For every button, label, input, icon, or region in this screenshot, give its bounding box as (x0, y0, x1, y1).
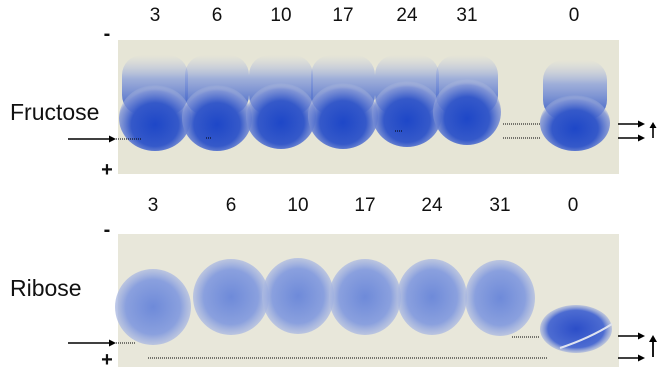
lane-band (262, 258, 334, 334)
up-arrow-head (649, 122, 657, 128)
lane-label: 31 (456, 5, 478, 26)
ribose-panel: 3 6 10 17 24 31 0 - Ribose + (0, 190, 669, 375)
lane-label: 6 (211, 5, 223, 26)
lane-band (182, 55, 252, 151)
band-crack (559, 323, 613, 349)
cathode-sign: - (103, 23, 111, 45)
left-arrow-head (109, 135, 116, 143)
lane-label: 6 (225, 195, 237, 216)
right-arrow-head (638, 134, 645, 142)
lane-label: 3 (149, 5, 161, 26)
lane-label: 24 (421, 195, 443, 216)
lane-band (540, 305, 612, 353)
left-arrow-head (109, 339, 116, 347)
right-arrow-head (638, 120, 645, 128)
right-arrow-head (638, 332, 645, 340)
lane-band (397, 259, 467, 335)
lane-band (246, 55, 316, 149)
lane-band (329, 259, 401, 335)
ribose-gel-image (68, 234, 657, 367)
lane-label: 0 (567, 195, 579, 216)
anode-sign: + (101, 349, 113, 371)
lane-label: 3 (147, 195, 159, 216)
lane-label: 24 (396, 5, 418, 26)
lane-band (119, 55, 191, 151)
cathode-sign: - (103, 219, 111, 241)
lane-band (433, 55, 501, 145)
sugar-label: Fructose (10, 99, 100, 125)
lane-label: 31 (489, 195, 511, 216)
fructose-gel-image (68, 40, 657, 174)
lane-label: 10 (287, 195, 309, 216)
lane-label: 17 (332, 5, 354, 26)
lane-band (308, 55, 378, 149)
up-arrow-head (649, 335, 657, 342)
sugar-label: Ribose (10, 275, 82, 301)
lane-band (115, 269, 191, 345)
lane-band (540, 60, 610, 151)
lane-label: 17 (354, 195, 376, 216)
fructose-panel: 3 6 10 17 24 31 0 - Fructose + (10, 5, 657, 181)
lane-label: 10 (270, 5, 292, 26)
lane-band (372, 55, 442, 147)
lane-label: 0 (568, 5, 580, 26)
anode-sign: + (101, 159, 113, 181)
right-arrow-head (638, 354, 645, 362)
lane-band (193, 259, 269, 335)
lane-band (465, 260, 535, 336)
